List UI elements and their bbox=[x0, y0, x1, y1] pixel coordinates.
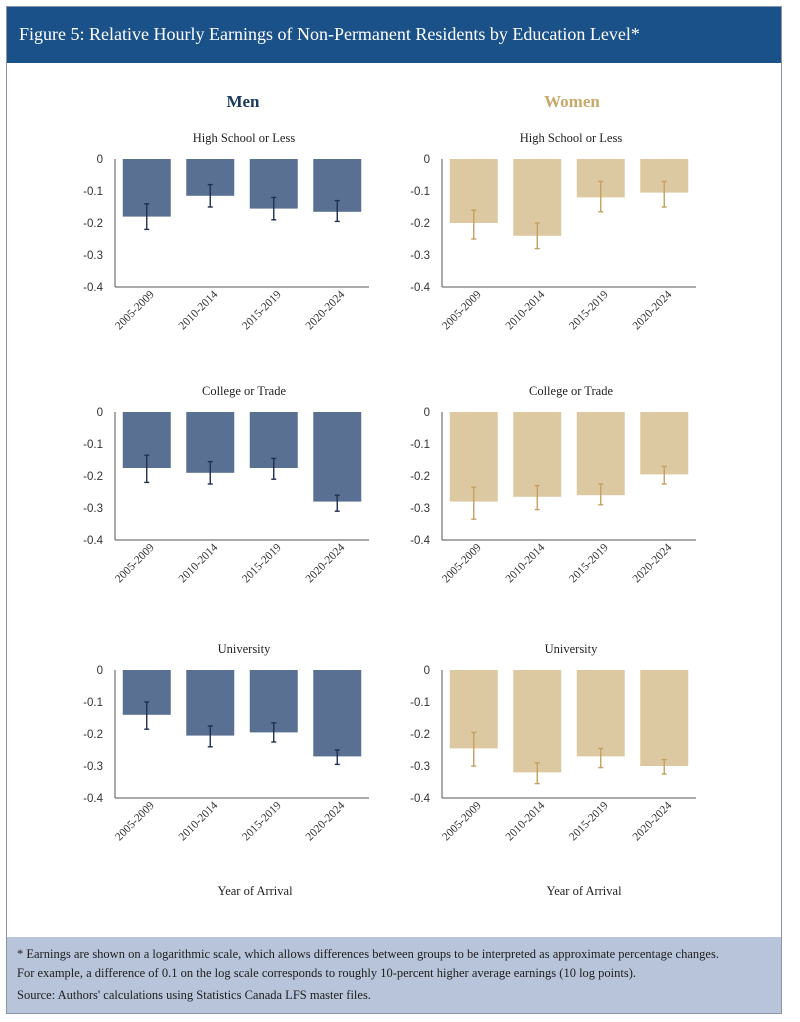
y-tick-label: -0.4 bbox=[83, 535, 103, 547]
y-tick-label: -0.2 bbox=[410, 729, 430, 741]
figure-frame: Figure 5: Relative Hourly Earnings of No… bbox=[6, 6, 782, 1014]
x-axis-title-men: Year of Arrival bbox=[217, 884, 293, 898]
y-tick-label: -0.1 bbox=[410, 697, 430, 709]
bar-university-women-2015-2019 bbox=[576, 670, 625, 757]
bar-university-women-2010-2014 bbox=[513, 670, 562, 773]
bar-college-or-trade-women-2020-2024 bbox=[640, 412, 689, 475]
x-tick-label: 2015-2019 bbox=[567, 288, 611, 332]
x-tick-label: 2005-2009 bbox=[113, 541, 157, 585]
panel-title-college-or-trade-men: College or Trade bbox=[202, 384, 286, 398]
source-note: Source: Authors' calculations using Stat… bbox=[17, 988, 371, 1002]
y-tick-label: -0.2 bbox=[83, 729, 103, 741]
y-tick-label: 0 bbox=[97, 154, 103, 166]
panel-title-university-women: University bbox=[545, 642, 599, 656]
x-tick-label: 2015-2019 bbox=[567, 799, 611, 843]
panel-title-high-school-or-less-men: High School or Less bbox=[193, 131, 296, 145]
x-tick-label: 2020-2024 bbox=[631, 541, 675, 585]
x-tick-label: 2015-2019 bbox=[240, 799, 284, 843]
x-tick-label: 2005-2009 bbox=[440, 288, 484, 332]
y-tick-label: -0.1 bbox=[410, 186, 430, 198]
figure-title: Figure 5: Relative Hourly Earnings of No… bbox=[19, 24, 640, 44]
y-tick-label: 0 bbox=[97, 665, 103, 677]
y-tick-label: -0.3 bbox=[83, 250, 103, 262]
bar-university-men-2020-2024 bbox=[313, 670, 362, 757]
y-tick-label: -0.3 bbox=[410, 503, 430, 515]
y-tick-label: -0.4 bbox=[83, 793, 103, 805]
x-tick-label: 2020-2024 bbox=[304, 799, 348, 843]
x-axis-title-women: Year of Arrival bbox=[546, 884, 622, 898]
panel-title-university-men: University bbox=[218, 642, 272, 656]
x-tick-label: 2010-2014 bbox=[177, 799, 221, 843]
y-tick-label: -0.3 bbox=[83, 503, 103, 515]
bar-university-women-2020-2024 bbox=[640, 670, 689, 766]
panel-title-college-or-trade-women: College or Trade bbox=[529, 384, 613, 398]
y-tick-label: -0.2 bbox=[410, 218, 430, 230]
y-tick-label: -0.4 bbox=[410, 793, 430, 805]
x-tick-label: 2020-2024 bbox=[631, 799, 675, 843]
figure-footer: * Earnings are shown on a logarithmic sc… bbox=[7, 937, 781, 1013]
chart-area: Men Women High School or Less 0 -0.1 -0.2 -0.3… bbox=[83, 92, 696, 898]
y-tick-label: -0.1 bbox=[83, 186, 103, 198]
y-tick-label: -0.2 bbox=[83, 471, 103, 483]
bar-college-or-trade-men-2020-2024 bbox=[313, 412, 362, 502]
column-title-men: Men bbox=[226, 92, 260, 111]
y-tick-label: -0.1 bbox=[410, 439, 430, 451]
x-tick-label: 2015-2019 bbox=[240, 541, 284, 585]
x-tick-label: 2010-2014 bbox=[504, 288, 548, 332]
x-tick-label: 2020-2024 bbox=[304, 288, 348, 332]
footnote-line-2: For example, a difference of 0.1 on the … bbox=[17, 966, 637, 980]
y-tick-label: -0.4 bbox=[410, 282, 430, 294]
x-tick-label: 2015-2019 bbox=[240, 288, 284, 332]
y-tick-label: -0.3 bbox=[410, 250, 430, 262]
x-tick-label: 2005-2009 bbox=[113, 799, 157, 843]
bar-college-or-trade-women-2015-2019 bbox=[576, 412, 625, 496]
x-tick-label: 2010-2014 bbox=[504, 541, 548, 585]
bar-university-men-2010-2014 bbox=[186, 670, 235, 736]
y-tick-label: 0 bbox=[97, 407, 103, 419]
y-tick-label: -0.2 bbox=[83, 218, 103, 230]
y-tick-label: -0.2 bbox=[410, 471, 430, 483]
y-tick-label: -0.4 bbox=[410, 535, 430, 547]
y-tick-label: -0.1 bbox=[83, 439, 103, 451]
y-tick-label: -0.3 bbox=[410, 761, 430, 773]
x-tick-label: 2005-2009 bbox=[440, 541, 484, 585]
x-tick-label: 2020-2024 bbox=[631, 288, 675, 332]
x-tick-label: 2020-2024 bbox=[304, 541, 348, 585]
figure-header: Figure 5: Relative Hourly Earnings of No… bbox=[7, 7, 781, 63]
x-tick-label: 2005-2009 bbox=[113, 288, 157, 332]
panel-title-high-school-or-less-women: High School or Less bbox=[520, 131, 623, 145]
bar-university-men-2015-2019 bbox=[249, 670, 298, 733]
x-tick-label: 2015-2019 bbox=[567, 541, 611, 585]
y-tick-label: -0.3 bbox=[83, 761, 103, 773]
x-tick-label: 2010-2014 bbox=[504, 799, 548, 843]
x-tick-label: 2005-2009 bbox=[440, 799, 484, 843]
x-tick-label: 2010-2014 bbox=[177, 288, 221, 332]
footnote-line-1: * Earnings are shown on a logarithmic sc… bbox=[17, 947, 719, 961]
bar-college-or-trade-women-2010-2014 bbox=[513, 412, 562, 497]
column-title-women: Women bbox=[544, 92, 600, 111]
y-tick-label: 0 bbox=[424, 407, 430, 419]
y-tick-label: 0 bbox=[424, 665, 430, 677]
y-tick-label: -0.1 bbox=[83, 697, 103, 709]
y-tick-label: 0 bbox=[424, 154, 430, 166]
x-tick-label: 2010-2014 bbox=[177, 541, 221, 585]
y-tick-label: -0.4 bbox=[83, 282, 103, 294]
